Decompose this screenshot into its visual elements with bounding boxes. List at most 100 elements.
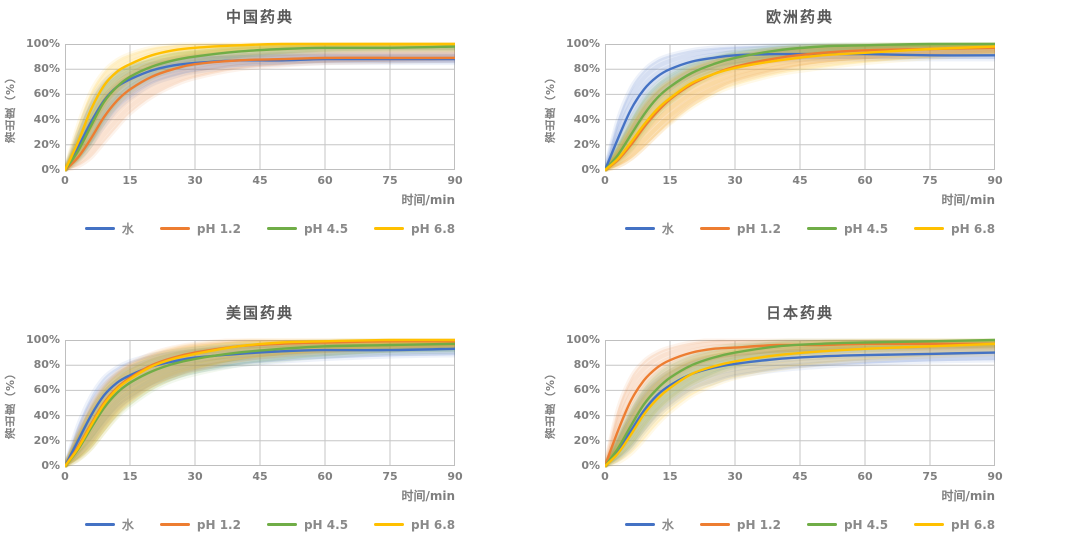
legend-item: pH 4.5 [266, 221, 349, 236]
series-band-pH 4.5 [65, 339, 455, 466]
y-tick-label: 0% [41, 459, 60, 472]
legend-swatch-line [159, 523, 190, 526]
chart-title: 中国药典 [225, 8, 294, 26]
gridlines [605, 44, 995, 170]
legend-item: pH 4.5 [266, 518, 348, 532]
legend-item: pH 4.5 [806, 222, 888, 236]
series-band-pH 1.2 [65, 339, 455, 466]
legend-swatch-line [914, 523, 945, 526]
legend-label: pH 4.5 [303, 221, 349, 236]
y-tick-label: 60% [573, 87, 600, 101]
legend-label: pH 6.8 [411, 517, 456, 532]
series-strand-pH 1.2 [65, 58, 455, 172]
series-strand-pH 1.2 [65, 342, 455, 468]
series-strand-水 [65, 350, 455, 468]
legend-swatch-line [699, 227, 730, 230]
y-tick-label: 80% [573, 62, 600, 76]
series-band-水 [65, 343, 455, 466]
x-tick-label: 60 [317, 174, 333, 187]
x-tick-label: 45 [792, 174, 808, 187]
x-axis-title: 时间/min [941, 489, 995, 503]
series-mean-line-pH 4.5 [605, 338, 995, 468]
plot-border [605, 44, 995, 170]
x-tick-label: 0 [61, 174, 69, 187]
legend-label: pH 4.5 [843, 517, 889, 532]
legend: 水 pH 1.2 pH 4.5 pH 6.8 [0, 516, 540, 533]
series-strand-pH 1.2 [65, 56, 455, 172]
x-tick-label: 0 [601, 174, 609, 187]
chart-panel-china: 中国药典 溶出度（%） 0% 20% 40% 60% 80% 100% 0 15 30 45 60… [0, 0, 540, 273]
x-tick-label: 60 [857, 470, 873, 483]
x-tick-label: 0 [601, 470, 609, 483]
legend-swatch-line [624, 523, 655, 526]
plot-area [65, 42, 455, 172]
legend-label: pH 1.2 [196, 517, 241, 532]
x-tick-label: 30 [727, 470, 743, 483]
series-band-pH 6.8 [65, 339, 455, 466]
series-band-pH 1.2 [65, 47, 455, 170]
series-mean-line-pH 4.5 [605, 42, 995, 172]
y-tick-label: 100% [26, 37, 60, 50]
y-tick-label: 0% [581, 163, 600, 176]
legend-label: pH 6.8 [951, 517, 996, 532]
series-strand-pH 1.2 [605, 342, 995, 468]
series-mean-line-pH 1.2 [65, 56, 455, 172]
x-tick-label: 30 [187, 470, 203, 483]
legend-label: 水 [121, 518, 134, 532]
y-tick-label: 100% [566, 333, 600, 346]
legend-label: pH 1.2 [196, 221, 241, 236]
chart-title: 美国药典 [225, 304, 294, 322]
y-tick-label: 40% [33, 408, 60, 422]
x-axis-title: 时间/min [401, 489, 455, 503]
series-strand-pH 1.2 [605, 50, 995, 172]
series-strand-水 [65, 352, 455, 468]
series-mean-line-水 [605, 52, 995, 172]
y-tick-label: 60% [573, 383, 600, 397]
series-strand-pH 1.2 [65, 338, 455, 468]
y-tick-label: 80% [33, 358, 60, 372]
legend-label: 水 [661, 518, 674, 532]
x-tick-label: 15 [122, 174, 138, 187]
series-strand-pH 6.8 [65, 338, 455, 468]
y-tick-label: 60% [33, 383, 60, 397]
series-mean-line-pH 1.2 [605, 342, 995, 468]
series-strand-pH 4.5 [605, 43, 995, 172]
x-tick-label: 90 [447, 174, 463, 187]
legend-item: pH 1.2 [159, 221, 241, 236]
gridlines [65, 44, 455, 170]
legend-item: pH 1.2 [699, 222, 781, 236]
y-tick-label: 20% [573, 433, 600, 447]
series-strand-pH 6.8 [65, 341, 455, 468]
series-strand-pH 4.5 [65, 42, 455, 172]
x-tick-label: 75 [382, 174, 398, 187]
series-mean-line-pH 6.8 [605, 45, 995, 172]
legend-item: 水 [624, 516, 674, 533]
legend-swatch-line [624, 227, 655, 230]
x-tick-label: 0 [61, 470, 69, 483]
series-strand-pH 6.8 [605, 48, 995, 172]
x-tick-label: 90 [447, 470, 463, 483]
legend: 水 pH 1.2 pH 4.5 pH 6.8 [540, 516, 1080, 533]
x-tick-label: 15 [662, 174, 678, 187]
legend-item: pH 1.2 [699, 518, 781, 532]
series-strand-pH 1.2 [65, 345, 455, 468]
legend-swatch-line [266, 523, 297, 526]
x-tick-label: 75 [382, 470, 398, 483]
y-tick-label: 100% [566, 37, 600, 50]
x-tick-label: 45 [252, 470, 268, 483]
series-strand-水 [605, 45, 995, 172]
series-mean-line-pH 6.8 [65, 338, 455, 468]
x-tick-label: 60 [857, 174, 873, 187]
legend-swatch-line [806, 227, 837, 230]
series-mean-line-pH 6.8 [65, 42, 455, 172]
legend-swatch-line [84, 227, 115, 230]
y-tick-label: 40% [573, 112, 600, 126]
x-tick-label: 15 [122, 470, 138, 483]
x-tick-label: 30 [187, 174, 203, 187]
y-tick-label: 20% [33, 433, 60, 447]
plot-area [605, 338, 995, 468]
plot-area [605, 42, 995, 172]
series-strand-pH 1.2 [605, 338, 995, 468]
legend-label: 水 [121, 222, 134, 236]
x-tick-label: 90 [987, 174, 1003, 187]
